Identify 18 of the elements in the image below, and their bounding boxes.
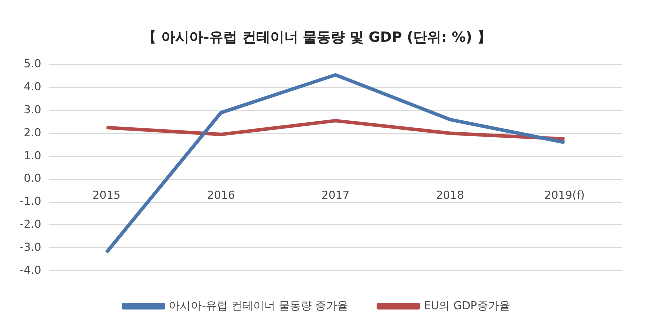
y-tick-label: -4.0 [20,264,42,277]
y-tick-label: 2.0 [24,126,42,140]
x-tick-label: 2015 [92,188,121,202]
x-tick-label: 2017 [322,188,350,202]
x-tick-label: 2016 [207,188,236,202]
y-tick-label: 3.0 [24,103,42,116]
y-tick-label: 5.0 [24,58,42,71]
y-tick-label: 1.0 [24,149,42,162]
y-tick-label: -1.0 [20,195,42,208]
legend-label: 아시아-유럽 컨테이너 물동량 증가율 [169,299,349,312]
y-tick-label: -3.0 [20,240,42,254]
x-tick-label: 2019(f) [544,188,585,202]
y-tick-label: 4.0 [24,80,42,94]
legend-label: EU의 GDP증가율 [424,299,510,312]
chart-title: 【 아시아-유럽 컨테이너 물동량 및 GDP (단위: %) 】 [142,30,492,46]
y-tick-label: 0.0 [24,172,42,186]
x-tick-label: 2018 [436,188,464,202]
y-tick-label: -2.0 [20,218,42,232]
